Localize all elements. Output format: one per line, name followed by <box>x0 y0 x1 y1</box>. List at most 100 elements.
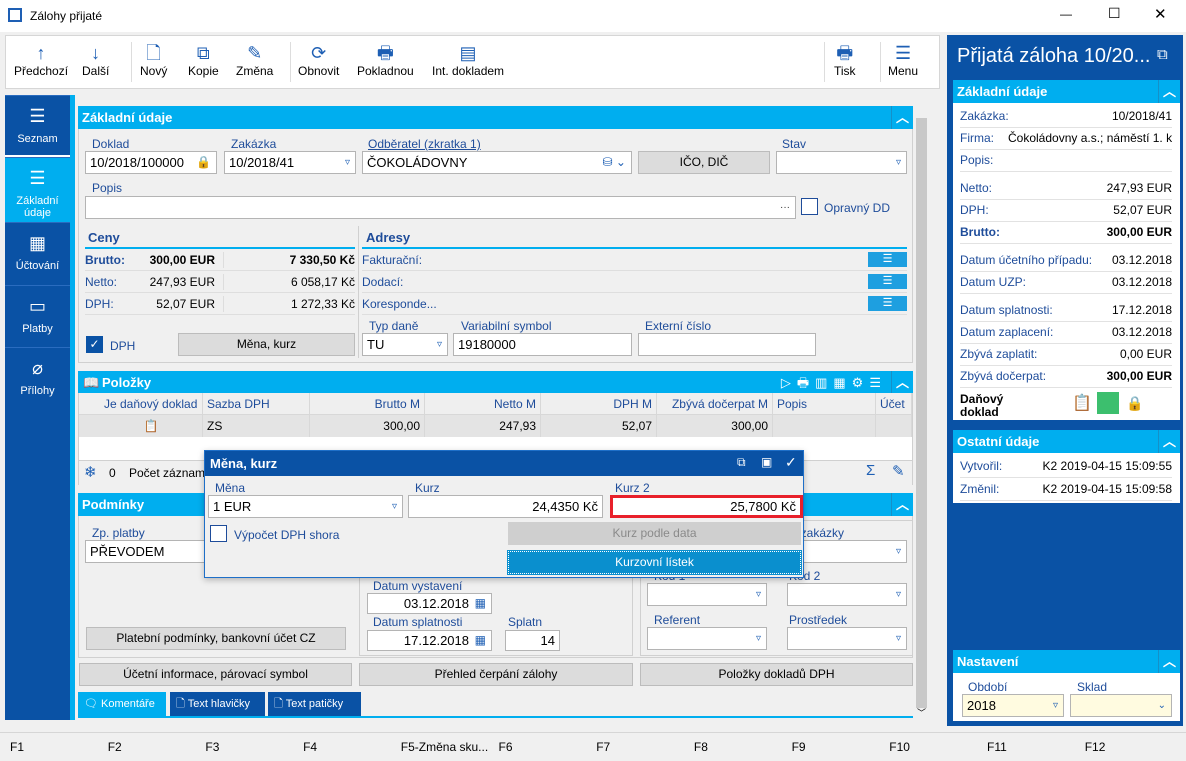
toolbar-arrow-up-button[interactable]: ↑ Předchozí <box>14 42 68 78</box>
toolbar-cash-register-button[interactable]: 🖶 Pokladnou <box>357 42 414 78</box>
vypocet-checkbox[interactable] <box>210 525 227 542</box>
mena-kurz-button[interactable]: Měna, kurz <box>178 333 355 356</box>
edit-icon[interactable]: ✎ <box>892 463 905 480</box>
vertical-scrollbar[interactable]: ﹀ <box>913 106 930 720</box>
kurz-podle-data-button[interactable]: Kurz podle data <box>508 522 801 545</box>
kod1-field[interactable]: ▿ <box>647 583 767 606</box>
function-key-2[interactable]: F2 <box>107 740 122 754</box>
column-header[interactable]: Netto M <box>425 393 541 415</box>
stav-field[interactable]: ▿ <box>776 151 907 174</box>
column-header[interactable]: Brutto M <box>310 393 425 415</box>
sum-icon[interactable]: Σ <box>866 462 876 479</box>
sklad-field[interactable]: ⌄ <box>1070 694 1172 717</box>
splatn-field[interactable]: 14 <box>505 630 560 651</box>
collapse-button[interactable]: ︿ <box>1158 650 1180 673</box>
nav-item-2[interactable]: ▦ Účtování <box>5 222 70 285</box>
function-key-5[interactable]: F5-Změna sku... <box>400 740 489 754</box>
tab-text-hlavicky[interactable]: 🗋 Text hlavičky <box>170 692 265 716</box>
function-key-1[interactable]: F1 <box>10 740 25 754</box>
typ-dane-field[interactable]: TU ▿ <box>362 333 448 356</box>
kod-zakazky-field[interactable]: ▿ <box>787 540 907 563</box>
referent-field[interactable]: ▿ <box>647 627 767 650</box>
address-menu-button[interactable]: ☰ <box>868 296 907 311</box>
tab-komentare[interactable]: 🗨 Komentáře <box>78 692 166 716</box>
kurz-field[interactable]: 24,4350 Kč <box>408 495 603 518</box>
platebni-podminky-button[interactable]: Platební podmínky, bankovní účet CZ <box>86 627 346 650</box>
function-key-8[interactable]: F8 <box>693 740 708 754</box>
function-key-10[interactable]: F10 <box>889 740 910 754</box>
kurzovni-listek-button[interactable]: Kurzovní lístek <box>507 550 802 575</box>
column-header[interactable]: DPH M <box>541 393 657 415</box>
snowflake-icon[interactable]: ❄ <box>84 464 97 481</box>
kurz2-field[interactable]: 25,7800 Kč <box>610 495 803 518</box>
ucetni-informace-button[interactable]: Účetní informace, párovací symbol <box>79 663 352 686</box>
function-key-9[interactable]: F9 <box>791 740 806 754</box>
toolbar-new-document-button[interactable]: 🗋 Nový <box>140 42 167 78</box>
function-key-4[interactable]: F4 <box>303 740 318 754</box>
grid-tools-icons[interactable]: ▷🖶▥▦⚙☰ <box>780 375 887 390</box>
ext-field[interactable] <box>638 333 816 356</box>
odberatel-field[interactable]: ČOKOLÁDOVNY ⛁ ⌄ <box>362 151 632 174</box>
zp-platby-field[interactable]: PŘEVODEM <box>85 540 215 563</box>
vs-field[interactable]: 19180000 <box>453 333 632 356</box>
popout-icon[interactable]: ⧉ <box>1157 46 1168 63</box>
kod2-field[interactable]: ▿ <box>787 583 907 606</box>
toolbar-receipt-button[interactable]: ▤ Int. dokladem <box>432 42 504 78</box>
popis-field[interactable]: ··· <box>85 196 796 219</box>
zakazka-field[interactable]: 10/2018/41 ▿ <box>224 151 356 174</box>
toolbar-arrow-down-button[interactable]: ↓ Další <box>82 42 109 78</box>
address-menu-button[interactable]: ☰ <box>868 274 907 289</box>
popout-icon[interactable]: ⧉ <box>737 455 746 469</box>
dph-checkbox[interactable]: ✓ <box>86 336 103 353</box>
column-header[interactable]: Zbývá dočerpat M <box>657 393 773 415</box>
toolbar-hamburger-button[interactable]: ☰ Menu <box>888 42 918 78</box>
prostredek-field[interactable]: ▿ <box>787 627 907 650</box>
calendar-icon[interactable]: ▦ <box>474 633 486 647</box>
close-button[interactable]: ✕ <box>1154 6 1167 23</box>
kurz-value: 24,4350 Kč <box>532 499 598 514</box>
datum-splatnosti-field[interactable]: 17.12.2018 ▦ <box>367 630 492 651</box>
minimize-button[interactable]: — <box>1060 7 1072 21</box>
nav-item-3[interactable]: ▭ Platby <box>5 285 70 347</box>
scroll-thumb[interactable] <box>916 118 927 708</box>
scroll-down-icon[interactable]: ﹀ <box>917 708 927 718</box>
datum-vystaveni-field[interactable]: 03.12.2018 ▦ <box>367 593 492 614</box>
confirm-check-icon[interactable]: ✓ <box>785 454 797 470</box>
collapse-button[interactable]: ︿ <box>891 106 913 129</box>
polozky-dph-button[interactable]: Položky dokladů DPH <box>640 663 913 686</box>
more-icon[interactable]: ··· <box>780 202 790 213</box>
tab-text-paticky[interactable]: 🗋 Text patičky <box>268 692 361 716</box>
function-key-11[interactable]: F11 <box>987 740 1007 754</box>
collapse-button[interactable]: ︿ <box>891 371 913 394</box>
column-header[interactable]: Popis <box>773 393 876 415</box>
restore-icon[interactable]: ▣ <box>761 455 773 469</box>
prehled-cerpani-button[interactable]: Přehled čerpání zálohy <box>359 663 633 686</box>
nav-item-1[interactable]: ☰ Základní údaje <box>5 157 70 222</box>
toolbar-pencil-button[interactable]: ✎ Změna <box>236 42 273 78</box>
maximize-button[interactable]: ☐ <box>1108 5 1121 21</box>
dropdown-icon: ▿ <box>391 501 397 512</box>
column-header[interactable]: Účet <box>876 393 912 415</box>
address-menu-button[interactable]: ☰ <box>868 252 907 267</box>
function-key-6[interactable]: F6 <box>498 740 513 754</box>
nav-item-0[interactable]: ☰ Seznam <box>5 95 70 157</box>
toolbar-printer-button[interactable]: 🖶 Tisk <box>834 42 856 78</box>
collapse-button[interactable]: ︿ <box>1158 80 1180 103</box>
ico-dic-button[interactable]: IČO, DIČ <box>638 151 770 174</box>
calendar-icon[interactable]: ▦ <box>474 596 486 610</box>
collapse-button[interactable]: ︿ <box>891 493 913 516</box>
function-key-12[interactable]: F12 <box>1084 740 1106 754</box>
nav-item-4[interactable]: ⌀ Přílohy <box>5 347 70 410</box>
toolbar-copy-button[interactable]: ⧉ Kopie <box>188 42 219 78</box>
function-key-7[interactable]: F7 <box>596 740 611 754</box>
column-header[interactable]: Sazba DPH <box>203 393 310 415</box>
column-header[interactable]: Je daňový doklad <box>100 393 203 415</box>
mena-field[interactable]: 1 EUR ▿ <box>208 495 403 518</box>
toolbar-refresh-button[interactable]: ⟳ Obnovit <box>298 42 339 78</box>
collapse-button[interactable]: ︿ <box>1158 430 1180 453</box>
doklad-field[interactable]: 10/2018/100000 🔒 <box>85 151 217 174</box>
table-row[interactable] <box>79 415 912 437</box>
function-key-3[interactable]: F3 <box>205 740 220 754</box>
opravny-checkbox[interactable] <box>801 198 818 215</box>
obdobi-field[interactable]: 2018 ▿ <box>962 694 1064 717</box>
